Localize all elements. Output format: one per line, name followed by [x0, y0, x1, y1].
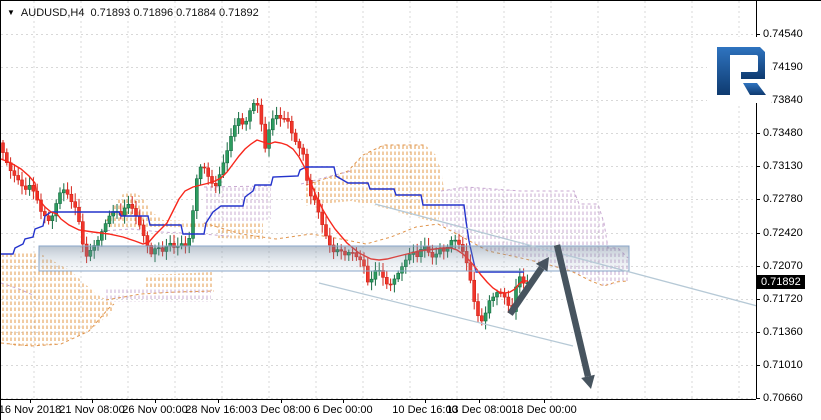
x-axis-label: 6 Dec 00:00: [313, 404, 373, 416]
support-zone: [38, 245, 630, 272]
y-axis-label: 0.71720: [763, 293, 803, 305]
x-axis-label: 16 Nov 2018: [0, 404, 62, 416]
x-axis-label: 13 Dec 08:00: [446, 404, 512, 416]
ohlc-values: 0.71893 0.71896 0.71884 0.71892: [90, 7, 259, 19]
chart-title: ▼ AUDUSD,H4 0.71893 0.71896 0.71884 0.71…: [7, 7, 259, 19]
x-axis-label: 21 Nov 08:00: [59, 404, 125, 416]
y-axis-label: 0.72780: [763, 193, 803, 205]
price-axis-line: [756, 1, 757, 399]
y-axis-label: 0.72420: [763, 227, 803, 239]
time-axis-line: [1, 399, 756, 400]
x-axis-label: 3 Dec 08:00: [251, 404, 311, 416]
y-axis-label: 0.72070: [763, 260, 803, 272]
ichimoku-cloud: [1, 144, 629, 347]
y-axis-label: 0.74190: [763, 61, 803, 73]
roboforex-logo-icon: [717, 47, 766, 95]
x-axis-label: 18 Dec 00:00: [511, 404, 577, 416]
y-axis-label: 0.73480: [763, 127, 803, 139]
trendlines: [318, 203, 756, 347]
y-axis-label: 0.71360: [763, 326, 803, 338]
symbol-dropdown-icon[interactable]: ▼: [7, 8, 15, 17]
y-axis-label: 0.73130: [763, 160, 803, 172]
x-axis-label: 28 Nov 16:00: [185, 404, 251, 416]
x-axis-label: 26 Nov 00:00: [122, 404, 188, 416]
current-price-badge: 0.71892: [757, 275, 805, 289]
forecast-arrows: [507, 244, 595, 389]
y-axis-label: 0.71010: [763, 359, 803, 371]
logo-patch: [707, 37, 771, 103]
symbol-period-label: AUDUSD,H4: [20, 7, 85, 19]
y-axis-label: 0.70660: [763, 392, 803, 404]
y-axis-label: 0.74540: [763, 28, 803, 40]
x-axis-label: 10 Dec 16:00: [392, 404, 458, 416]
y-axis-label: 0.73840: [763, 94, 803, 106]
